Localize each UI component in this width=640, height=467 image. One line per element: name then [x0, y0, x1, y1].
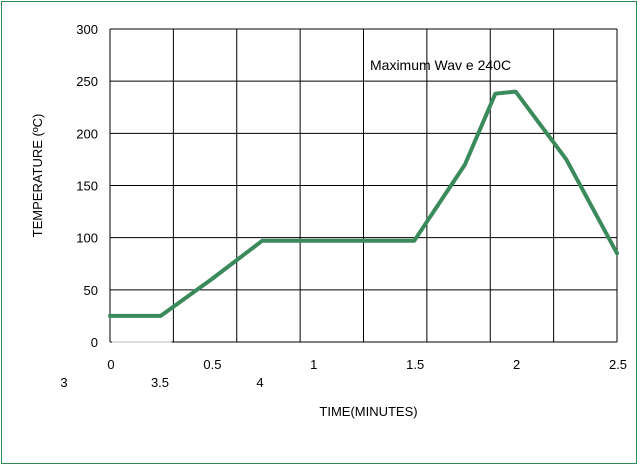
series-point: [615, 251, 619, 255]
y-tick-label: 100: [76, 231, 98, 246]
x-secondary-tick-label: 4: [256, 375, 263, 390]
x-tick-label: 1: [310, 357, 317, 372]
x-secondary-tick-label: 3.5: [151, 375, 169, 390]
y-axis-title: TEMPERATURE (ºC): [30, 114, 45, 238]
x-tick-label: 0: [107, 357, 114, 372]
y-tick-label: 50: [84, 283, 98, 298]
y-tick-label: 300: [76, 22, 98, 37]
y-tick-label: 0: [91, 335, 98, 350]
series-point: [412, 239, 416, 243]
x-tick-label: 2.5: [609, 357, 627, 372]
series-point: [209, 277, 213, 281]
series-point: [159, 314, 163, 318]
max-wave-annotation: Maximum Wav e 240C: [370, 57, 511, 73]
series-point: [463, 163, 467, 167]
y-tick-label: 250: [76, 74, 98, 89]
y-tick-label: 150: [76, 179, 98, 194]
series-point: [362, 239, 365, 243]
y-tick-label: 200: [76, 126, 98, 141]
x-tick-label: 0.5: [203, 357, 221, 372]
series-point: [108, 314, 112, 318]
series-point: [311, 239, 315, 243]
x-tick-labels: 0 0.5 1 1.5 2 2.5: [107, 357, 627, 372]
series-point: [564, 157, 568, 161]
series-layer: [108, 89, 619, 318]
series-point: [514, 90, 518, 94]
x-axis-title: TIME(MINUTES): [319, 404, 417, 419]
x-secondary-tick-label: 3: [60, 375, 67, 390]
series-point: [260, 239, 264, 243]
y-tick-labels: 0 50 100 150 200 250 300: [76, 22, 98, 350]
x-secondary-tick-labels: 3 3.5 4: [60, 375, 263, 390]
grid-lines: [109, 28, 618, 343]
x-tick-label: 2: [513, 357, 520, 372]
x-tick-label: 1.5: [406, 357, 424, 372]
temperature-series-line: [108, 89, 619, 318]
series-point: [493, 92, 497, 96]
